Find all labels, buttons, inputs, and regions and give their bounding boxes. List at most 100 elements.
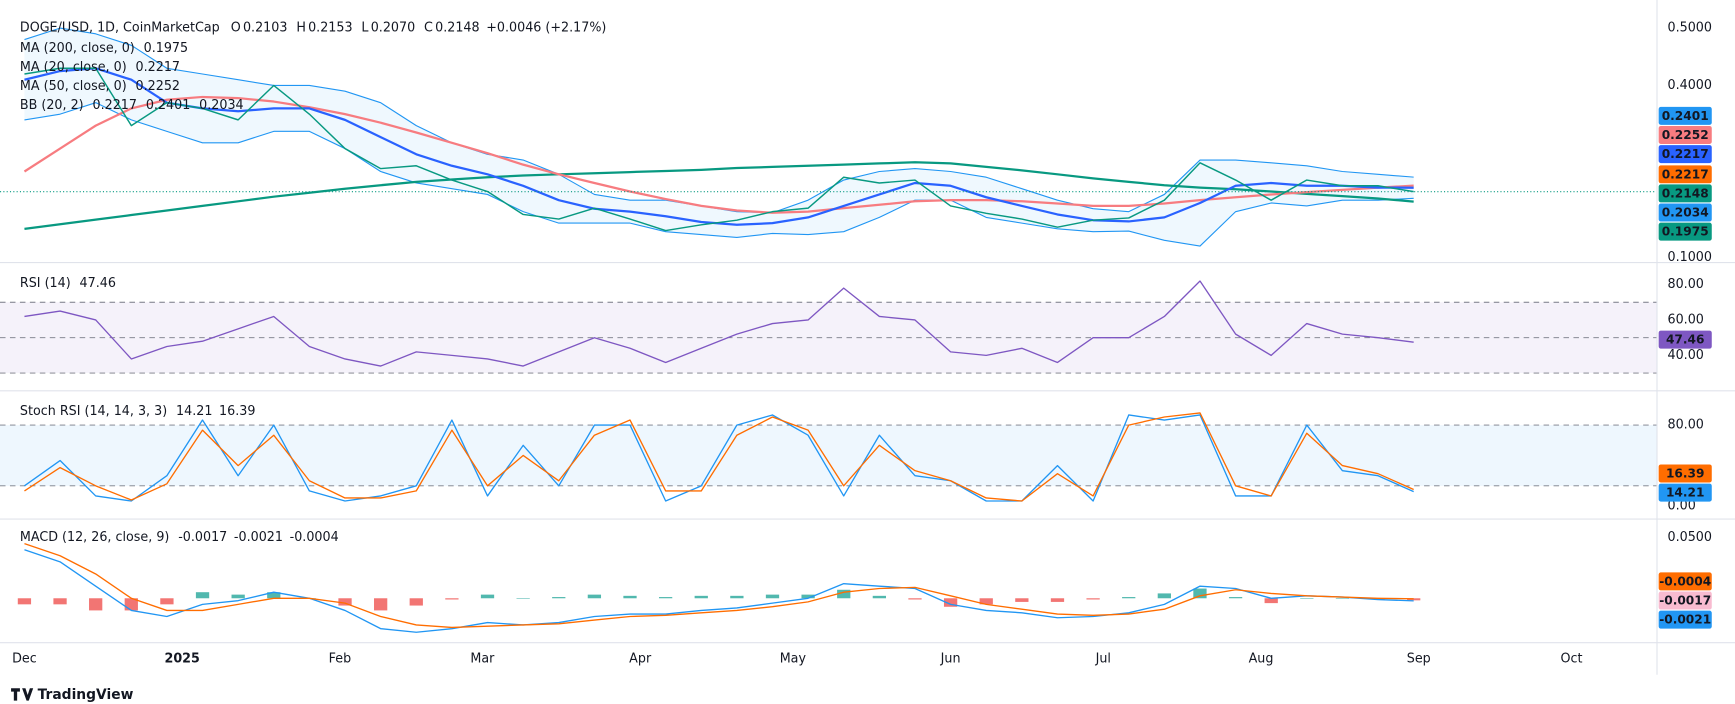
price-badge: 47.46	[1658, 330, 1712, 349]
y-tick-label: 60.00	[1668, 312, 1704, 327]
histogram-bar	[53, 598, 67, 605]
price-badge: 0.2217	[1658, 165, 1712, 184]
histogram-bar	[374, 598, 388, 611]
price-badge: 16.39	[1658, 464, 1712, 483]
histogram-bar	[1015, 598, 1029, 602]
legend-name: MACD (12, 26, close, 9)	[20, 530, 169, 545]
badge-label: 0.2401	[1662, 109, 1709, 123]
badge-box	[1658, 106, 1712, 125]
badge-box	[1658, 222, 1712, 241]
y-tick-label: 0.0500	[1668, 530, 1712, 545]
badge-box	[1658, 165, 1712, 184]
x-tick-label: Oct	[1560, 651, 1582, 666]
badge-label: 0.2034	[1662, 206, 1709, 220]
histogram-bar	[552, 597, 566, 599]
badge-box	[1658, 125, 1712, 144]
histogram-bar	[1193, 588, 1207, 599]
brand-logo: TradingView	[11, 687, 134, 703]
y-tick-label: 0.5000	[1668, 21, 1712, 36]
ohlc-value: 0.2070	[371, 21, 415, 36]
x-tick-label: Aug	[1249, 651, 1274, 666]
histogram-bar	[1407, 598, 1421, 601]
x-tick-label: Jun	[940, 651, 961, 666]
chart-title: DOGE/USD, 1D, CoinMarketCap	[20, 21, 220, 36]
macd-line	[24, 549, 1414, 633]
legend-value: 0.2034	[199, 98, 243, 113]
badge-label: 0.2217	[1662, 167, 1709, 181]
histogram-bar	[943, 598, 958, 607]
histogram-bar	[89, 598, 103, 611]
price-change: +0.0046 (+2.17%)	[486, 21, 606, 36]
badge-label: 16.39	[1666, 466, 1704, 480]
ohlc-key: L	[361, 21, 369, 36]
y-tick-label: 0.1000	[1668, 250, 1712, 265]
legend-value: -0.0021	[234, 530, 283, 545]
histogram-bar	[837, 589, 851, 599]
histogram-bar	[1086, 598, 1100, 600]
legend-value: 0.2252	[136, 79, 180, 94]
x-tick-label: 2025	[164, 651, 199, 666]
histogram-bar	[801, 594, 815, 599]
price-badge: 0.2034	[1658, 203, 1712, 222]
histogram-bar	[1264, 598, 1278, 604]
legend-value: 0.2401	[146, 98, 190, 113]
badge-box	[1658, 203, 1712, 222]
badge-box	[1658, 330, 1712, 349]
badge-label: 14.21	[1666, 486, 1704, 500]
histogram-bar	[908, 598, 922, 600]
badge-box	[1658, 184, 1712, 203]
histogram-bar	[1050, 598, 1065, 602]
price-badge: 0.2217	[1658, 145, 1712, 164]
y-tick-label: 0.00	[1668, 499, 1696, 514]
badge-label: 0.1975	[1662, 225, 1709, 239]
histogram-bar	[160, 598, 174, 605]
price-badge: 14.21	[1658, 483, 1712, 502]
indicator-line	[23, 95, 1414, 214]
histogram-bar	[480, 594, 495, 599]
y-tick-label: 80.00	[1668, 277, 1704, 292]
price-badge: 0.2148	[1658, 184, 1712, 203]
x-tick-label: Sep	[1407, 651, 1431, 666]
indicator-line	[24, 67, 1414, 226]
legend-value: -0.0017	[178, 530, 227, 545]
badge-box	[1658, 591, 1712, 610]
badge-label: -0.0017	[1659, 594, 1711, 608]
badge-box	[1658, 610, 1712, 629]
price-badge: -0.0017	[1658, 591, 1712, 610]
legend-name: MA (200, close, 0)	[20, 41, 135, 56]
x-tick-label: Apr	[629, 651, 652, 666]
badge-label: -0.0004	[1659, 574, 1711, 588]
x-tick-label: May	[780, 651, 807, 666]
macd-line	[24, 542, 1414, 629]
price-badge: -0.0004	[1658, 572, 1712, 591]
histogram-bar	[445, 598, 459, 600]
y-tick-label: 80.00	[1668, 418, 1704, 433]
legend-value: 0.2217	[93, 98, 137, 113]
legend-name: BB (20, 2)	[20, 98, 84, 113]
histogram-bar	[267, 592, 281, 599]
badge-label: -0.0021	[1659, 613, 1711, 627]
badge-box	[1658, 572, 1712, 591]
brand-name: TradingView	[38, 687, 134, 703]
badge-box	[1658, 145, 1712, 164]
legend-name: MA (20, close, 0)	[20, 60, 127, 75]
histogram-bar	[409, 598, 423, 606]
histogram-bar	[338, 598, 352, 606]
histogram-bar	[658, 597, 673, 599]
histogram-bar	[1122, 597, 1136, 599]
ohlc-key: O	[231, 21, 241, 36]
x-tick-label: Mar	[470, 651, 495, 666]
histogram-bar	[516, 598, 530, 599]
badge-label: 47.46	[1666, 333, 1704, 347]
price-badge: 0.2252	[1658, 125, 1712, 144]
histogram-bar	[195, 592, 210, 599]
legend-name: RSI (14)	[20, 276, 71, 291]
price-badge: -0.0021	[1658, 610, 1712, 629]
x-tick-label: Jul	[1095, 651, 1111, 666]
x-tick-label: Feb	[329, 651, 352, 666]
histogram-bar	[1335, 598, 1350, 599]
legend-value: 0.2217	[136, 60, 180, 75]
indicator-line	[24, 161, 1414, 230]
histogram-bar	[1228, 597, 1243, 599]
